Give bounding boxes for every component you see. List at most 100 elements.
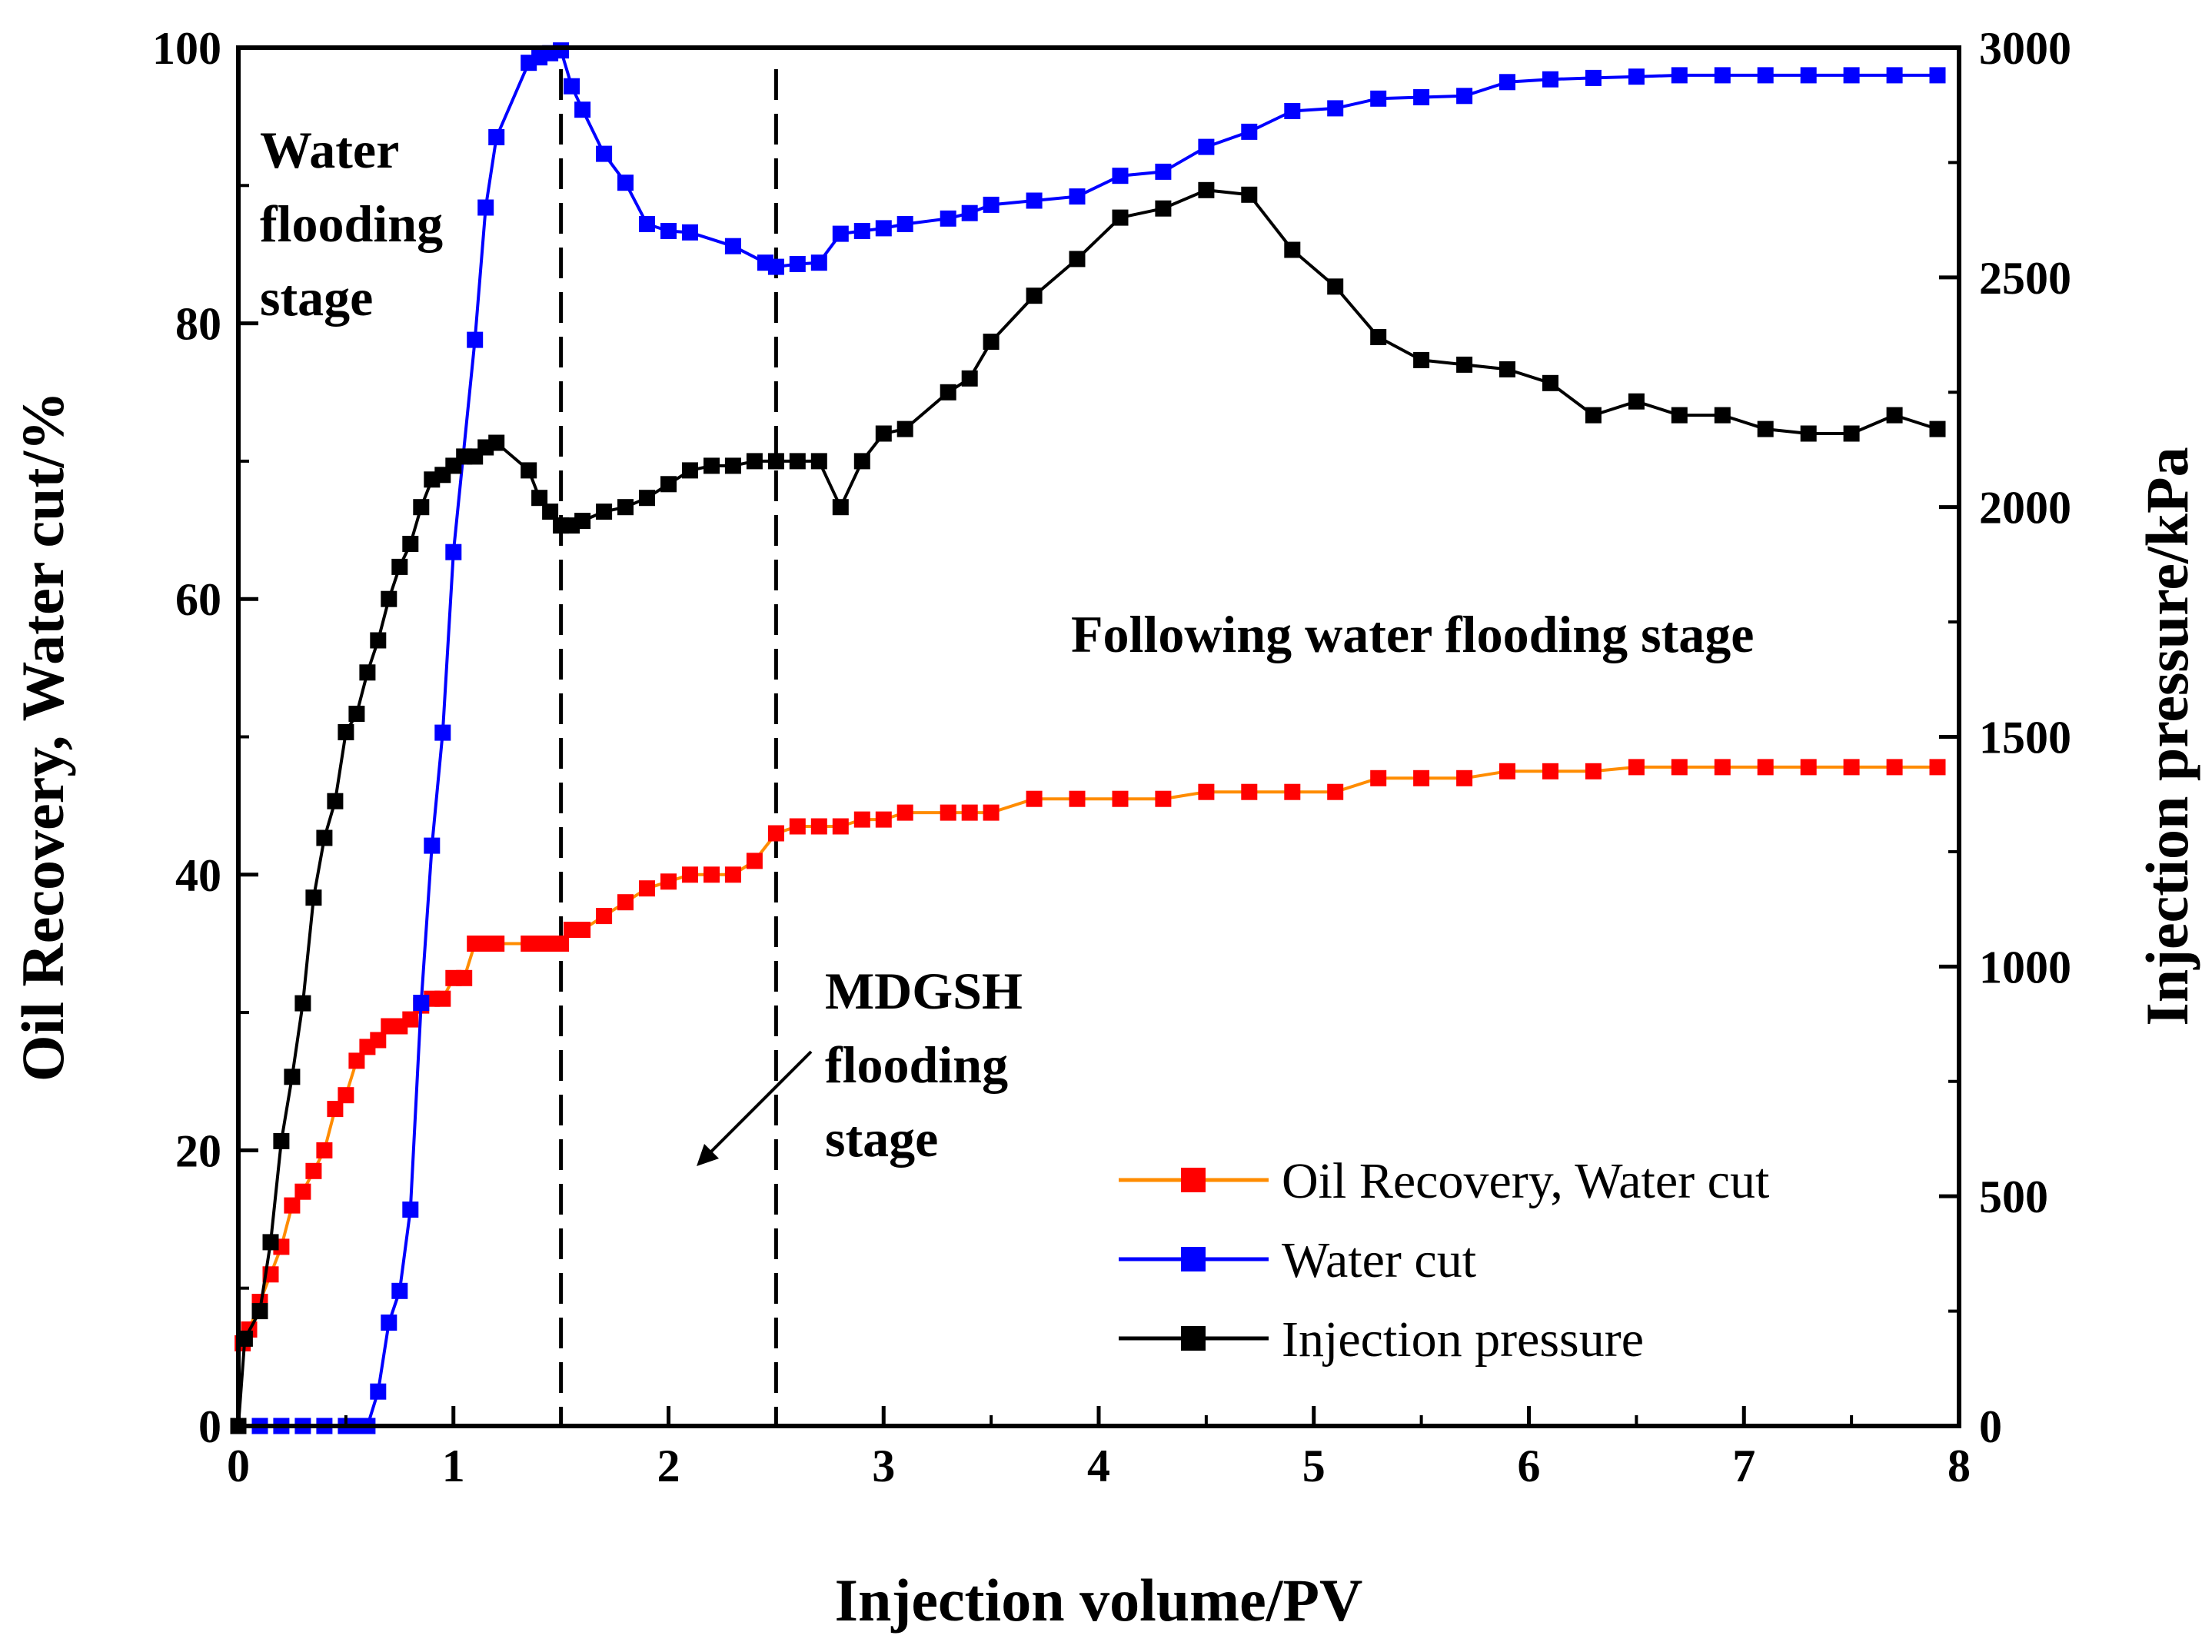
data-point <box>1886 67 1903 84</box>
data-point <box>832 818 849 835</box>
data-point <box>456 969 473 986</box>
y-right-tick-label: 1500 <box>1979 713 2071 763</box>
legend-marker-oil-recovery <box>1181 1168 1206 1192</box>
data-point <box>359 664 376 681</box>
data-point <box>1112 168 1129 184</box>
data-point <box>1370 90 1387 107</box>
data-point <box>574 922 591 938</box>
x-tick-label: 4 <box>1087 1441 1110 1491</box>
data-point <box>1886 759 1903 776</box>
series-line <box>238 48 1938 1428</box>
series-0 <box>235 759 1946 1351</box>
stage-boundary-lines <box>559 69 778 1426</box>
x-tick-label: 8 <box>1948 1441 1971 1491</box>
data-point <box>1929 759 1946 776</box>
data-point <box>1069 790 1086 807</box>
legend-marker-injection-pressure <box>1181 1326 1206 1351</box>
data-point <box>1843 759 1860 776</box>
data-point <box>639 880 655 897</box>
data-point <box>553 936 570 952</box>
annotation-mdgsh-line-1: MDGSH <box>825 962 1023 1020</box>
y-right-tick-label: 2000 <box>1979 483 2071 533</box>
data-point <box>370 632 387 649</box>
data-point <box>467 331 484 348</box>
data-point <box>1628 759 1645 776</box>
data-point <box>1757 420 1774 437</box>
data-point <box>853 811 870 828</box>
data-point <box>1284 241 1301 258</box>
legend-entry-injection-pressure: Injection pressure <box>1119 1311 1644 1368</box>
y-right-tick-label: 2500 <box>1979 253 2071 304</box>
annotation-water-flooding-line-1: Water <box>260 121 399 179</box>
data-point <box>1069 188 1086 205</box>
data-point <box>445 543 462 560</box>
data-point <box>1757 67 1774 84</box>
data-point <box>724 866 741 883</box>
data-point <box>381 590 397 607</box>
data-point <box>338 724 354 740</box>
data-point <box>381 1315 397 1331</box>
data-point <box>767 453 784 470</box>
data-point <box>338 1087 354 1104</box>
data-point <box>262 1234 279 1251</box>
data-point <box>1456 769 1473 786</box>
data-point <box>574 513 591 530</box>
data-point <box>305 889 322 906</box>
data-point <box>832 499 849 516</box>
data-point <box>767 258 784 275</box>
data-point <box>402 1202 419 1218</box>
annotation-following-water-flooding-stage: Following water flooding stage <box>1071 605 1754 663</box>
data-point <box>596 908 613 925</box>
data-point <box>521 462 537 479</box>
data-point <box>746 453 763 470</box>
data-point <box>434 990 451 1007</box>
data-point <box>724 238 741 254</box>
data-point <box>853 453 870 470</box>
data-point <box>1585 407 1602 424</box>
y-left-tick-label: 20 <box>175 1125 221 1176</box>
series-line <box>237 188 1938 1427</box>
data-point <box>940 804 956 821</box>
data-point <box>1843 425 1860 442</box>
data-point <box>1241 186 1258 203</box>
x-axis-title: Injection volume/PV <box>835 1567 1363 1634</box>
data-point <box>896 420 913 437</box>
data-point <box>1628 393 1645 410</box>
data-point <box>1456 88 1473 105</box>
data-point <box>724 457 741 474</box>
data-point <box>617 894 634 911</box>
data-point <box>284 1069 301 1085</box>
data-point <box>746 853 763 869</box>
data-point <box>810 818 827 835</box>
data-point <box>348 1052 365 1069</box>
data-point <box>810 453 827 470</box>
data-point <box>370 1032 387 1049</box>
legend-label-water-cut: Water cut <box>1282 1232 1476 1288</box>
axis-ticks: 0 1 2 3 4 5 6 7 80204060801000500100015002000250… <box>152 23 2071 1491</box>
data-point <box>1542 374 1558 391</box>
data-point <box>1585 763 1602 779</box>
data-point <box>660 223 677 239</box>
legend-label-oil-recovery: Oil Recovery, Water cut <box>1282 1153 1769 1209</box>
data-point <box>1671 407 1688 424</box>
data-point <box>682 224 698 241</box>
data-point <box>1585 69 1602 86</box>
data-point <box>1714 407 1731 424</box>
data-point <box>961 804 978 821</box>
data-point <box>704 457 720 474</box>
data-point <box>1499 74 1515 91</box>
data-point <box>1886 407 1903 424</box>
data-point <box>391 1282 408 1299</box>
data-point <box>1671 759 1688 776</box>
data-point <box>1413 351 1430 368</box>
data-point <box>434 724 451 741</box>
data-point <box>1026 192 1043 209</box>
data-point <box>660 873 677 890</box>
data-point <box>682 462 698 479</box>
data-point <box>316 1142 333 1158</box>
y-right-tick-label: 1000 <box>1979 942 2071 992</box>
data-point <box>1499 763 1515 779</box>
y-right-tick-label: 0 <box>1979 1401 2002 1452</box>
data-point <box>1413 89 1430 105</box>
